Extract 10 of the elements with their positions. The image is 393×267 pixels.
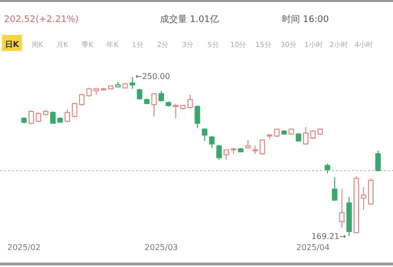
text: 成交量 1.01亿 — [160, 14, 219, 25]
text: 202.52(+2.21%) — [4, 15, 79, 25]
text: 日K — [4, 40, 20, 49]
annotation: ←250.00 — [135, 72, 170, 81]
x-tick-label: 2025/03 — [144, 243, 178, 252]
candlestick — [339, 188, 345, 228]
annotation: 169.21→ — [311, 232, 346, 241]
text: 时间 16:00 — [282, 14, 330, 25]
x-tick-label: 2025/04 — [296, 243, 330, 252]
x-tick-label: 2025/02 — [7, 243, 41, 252]
